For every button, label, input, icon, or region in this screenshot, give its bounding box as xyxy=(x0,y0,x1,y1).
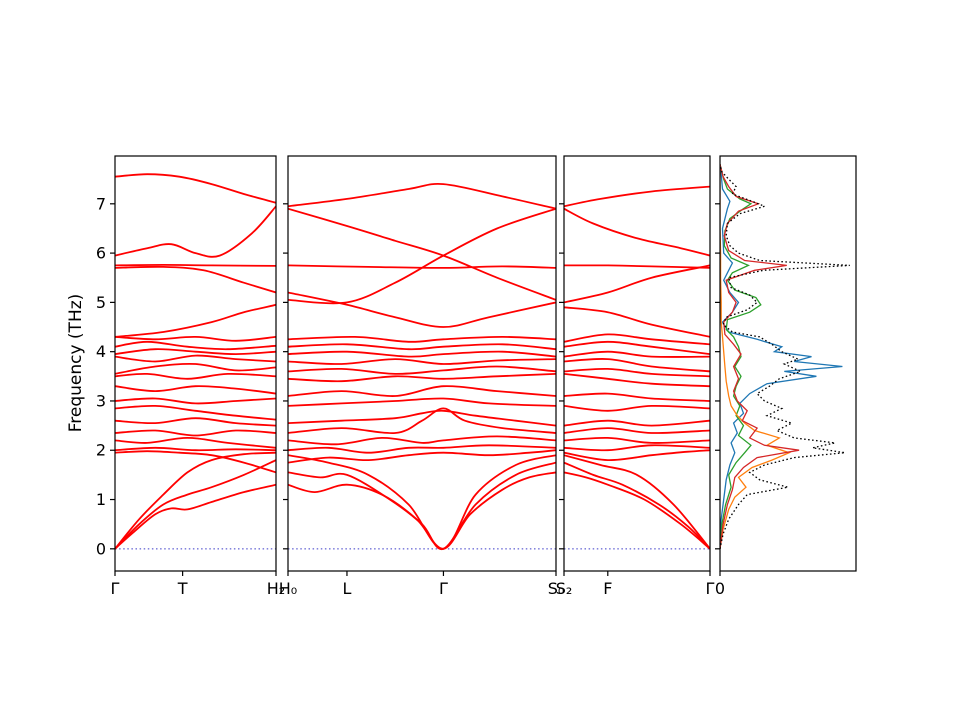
phonon-band xyxy=(288,182,556,210)
phonon-band xyxy=(564,373,710,388)
phonon-band xyxy=(564,367,710,378)
phonon-band xyxy=(115,446,276,452)
phonon-band xyxy=(115,436,276,449)
panel-frame xyxy=(563,155,711,572)
y-tick-label: 0 xyxy=(96,539,106,558)
phonon-band xyxy=(115,340,276,351)
phonon-band xyxy=(564,264,710,304)
phonon-band xyxy=(288,373,556,383)
panel-frame xyxy=(287,155,557,572)
y-tick-label: 3 xyxy=(96,391,106,410)
phonon-band xyxy=(115,303,276,338)
phonon-band xyxy=(115,450,276,474)
x-tick-label: S₀ xyxy=(548,579,565,598)
x-tick-label: Γ xyxy=(439,579,448,598)
phonon-band xyxy=(288,449,556,464)
dos-panel: 010 xyxy=(715,155,857,598)
phonon-band xyxy=(288,343,556,351)
phonon-band xyxy=(564,333,710,346)
panel-frame xyxy=(114,155,277,572)
phonon-band xyxy=(288,471,556,550)
phonon-band xyxy=(115,404,276,421)
phonon-band xyxy=(288,207,556,301)
phonon-band xyxy=(564,461,710,550)
phonon-band xyxy=(115,372,276,380)
phonon-band xyxy=(115,263,276,267)
phonon-band xyxy=(564,436,710,444)
y-tick-label: 6 xyxy=(96,244,106,263)
dos-curve-blue xyxy=(720,164,843,549)
band-segment-3: S₂ F Γ xyxy=(556,155,715,598)
phonon-band xyxy=(115,429,276,437)
dos-curve-orange xyxy=(720,164,792,549)
phonon-band xyxy=(115,354,276,363)
phonon-band xyxy=(288,444,556,454)
phonon-band xyxy=(564,358,710,373)
x-tick-label: F xyxy=(603,579,612,598)
y-tick-label: 5 xyxy=(96,293,106,312)
x-tick-label: H₀ xyxy=(279,579,297,598)
phonon-band xyxy=(115,173,276,204)
x-tick-label: H₂ xyxy=(267,579,285,598)
phonon-band xyxy=(115,348,276,356)
band-segment-2: H₀ L Γ S₀ xyxy=(279,155,565,598)
phonon-band xyxy=(288,365,556,375)
x-tick-label: 0 xyxy=(715,579,725,598)
phonon-band xyxy=(564,306,710,338)
phonon-band xyxy=(564,185,710,208)
phonon-band xyxy=(564,419,710,427)
phonon-band xyxy=(288,207,556,305)
phonon-band xyxy=(115,483,276,550)
phonon-band xyxy=(115,265,276,294)
x-tick-label: Γ xyxy=(706,579,715,598)
x-tick-label: S₂ xyxy=(556,579,573,598)
phonon-band xyxy=(115,459,276,550)
dos-curve-total xyxy=(720,164,850,549)
phonon-band xyxy=(288,264,556,269)
phonon-band xyxy=(288,358,556,365)
dos-curve-red xyxy=(720,164,800,549)
phonon-band xyxy=(288,435,556,446)
phonon-band xyxy=(115,397,276,405)
phonon-band xyxy=(564,340,710,355)
phonon-band xyxy=(288,454,556,550)
phonon-band xyxy=(564,404,710,412)
phonon-band xyxy=(564,444,710,452)
phonon-band xyxy=(115,362,276,375)
phonon-band xyxy=(564,350,710,358)
band-segment-1: 0 1 2 3 4 5 6 7 Γ T H₂ xyxy=(96,155,285,598)
phonon-band xyxy=(115,451,276,550)
phonon-band xyxy=(564,207,710,257)
phonon-band xyxy=(564,392,710,402)
phonon-band xyxy=(288,461,556,550)
x-tick-label: T xyxy=(177,579,188,598)
y-tick-label: 7 xyxy=(96,194,106,213)
phonon-band xyxy=(115,205,276,258)
dos-curve-green xyxy=(720,164,762,549)
phonon-band xyxy=(288,409,556,427)
y-tick-label: 4 xyxy=(96,342,106,361)
phonon-band xyxy=(288,407,556,435)
phonon-band xyxy=(288,291,556,328)
phonon-band xyxy=(288,385,556,397)
phonon-band xyxy=(564,449,710,462)
y-tick-label: 1 xyxy=(96,490,106,509)
x-tick-label: L xyxy=(342,579,351,598)
panel-frame xyxy=(719,155,857,572)
phonon-band xyxy=(288,397,556,407)
phonon-band xyxy=(564,471,710,550)
phonon-band xyxy=(115,417,276,427)
x-tick-label: Γ xyxy=(111,579,120,598)
y-tick-label: 2 xyxy=(96,441,106,460)
phonon-band xyxy=(564,264,710,269)
phonon-band xyxy=(564,454,710,550)
phonon-band xyxy=(564,427,710,434)
phonon-band xyxy=(115,335,276,342)
phonon-band xyxy=(115,385,276,395)
phonon-band xyxy=(288,335,556,343)
phonon-band xyxy=(288,350,556,358)
